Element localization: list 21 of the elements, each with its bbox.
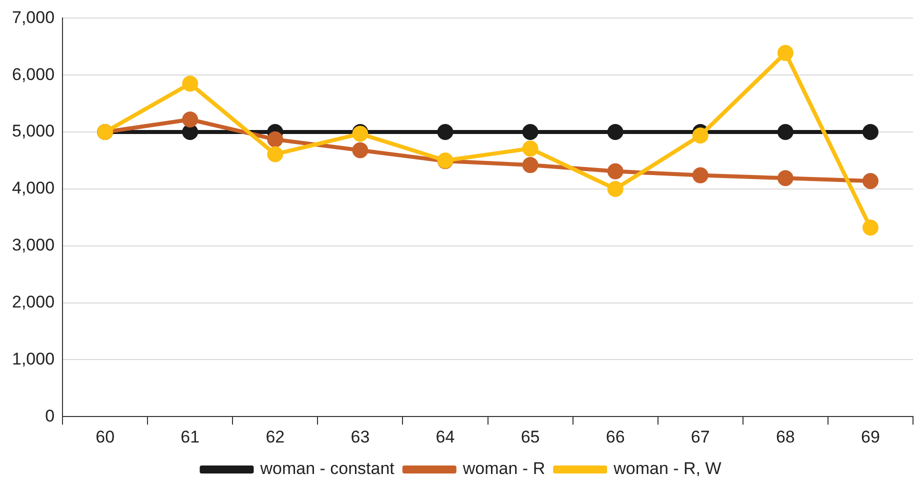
- y-tick-label: 3,000: [12, 236, 55, 255]
- legend-label: woman - R: [462, 459, 546, 478]
- x-tick-label: 63: [350, 427, 370, 446]
- x-tick-label: 68: [776, 427, 795, 446]
- x-tick-label: 62: [266, 427, 285, 446]
- x-tick-label: 69: [861, 427, 880, 446]
- legend-label: woman - R, W: [612, 459, 722, 478]
- x-tick-label: 61: [180, 427, 200, 446]
- y-tick-label: 1,000: [12, 349, 55, 368]
- y-tick-label: 2,000: [12, 292, 55, 312]
- legend-label: woman - constant: [259, 459, 395, 478]
- y-tick-label: 4,000: [12, 178, 55, 198]
- y-tick-label: 5,000: [12, 122, 55, 141]
- x-tick-label: 66: [606, 427, 625, 446]
- y-tick-label: 7,000: [12, 8, 55, 27]
- y-tick-label: 0: [45, 406, 55, 426]
- y-tick-label: 6,000: [12, 64, 55, 84]
- x-tick-label: 67: [690, 427, 710, 446]
- x-tick-label: 65: [520, 427, 540, 446]
- x-tick-label: 64: [436, 427, 455, 446]
- x-tick-label: 60: [96, 427, 115, 446]
